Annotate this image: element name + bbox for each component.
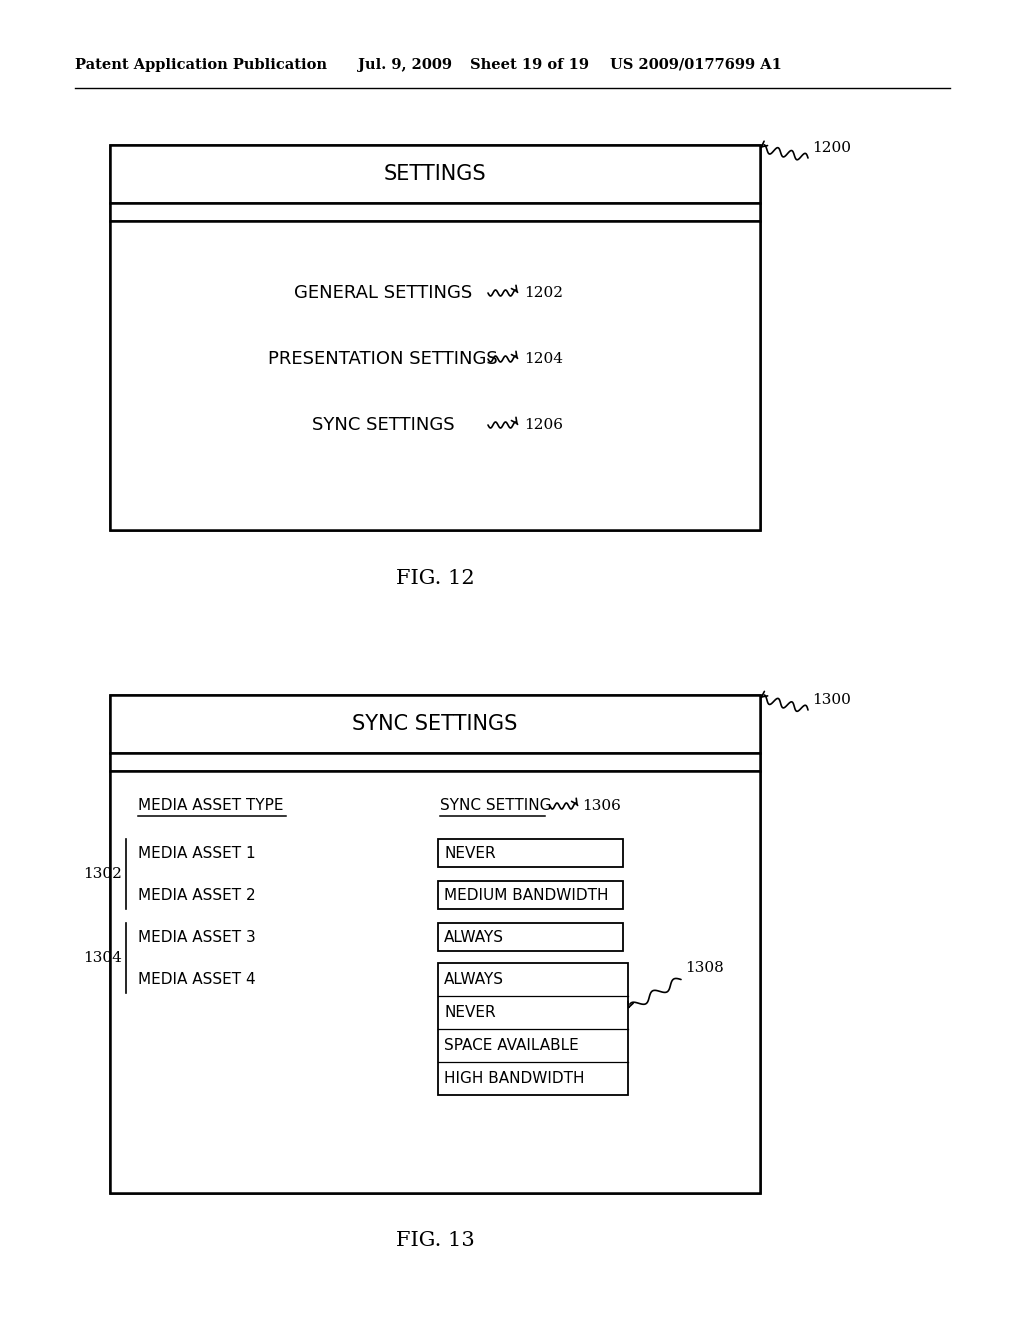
Text: MEDIA ASSET 4: MEDIA ASSET 4 <box>138 972 256 986</box>
Bar <box>110 145 760 531</box>
Text: 1308: 1308 <box>685 961 724 974</box>
Text: HIGH BANDWIDTH: HIGH BANDWIDTH <box>444 1071 585 1086</box>
Text: 1302: 1302 <box>83 867 122 880</box>
Text: 1200: 1200 <box>812 141 851 154</box>
Text: US 2009/0177699 A1: US 2009/0177699 A1 <box>610 58 782 73</box>
Text: 1202: 1202 <box>524 286 563 300</box>
Text: FIG. 13: FIG. 13 <box>395 1232 474 1250</box>
Text: Jul. 9, 2009: Jul. 9, 2009 <box>358 58 452 73</box>
Text: PRESENTATION SETTINGS: PRESENTATION SETTINGS <box>268 350 498 368</box>
Text: 1300: 1300 <box>812 693 851 708</box>
Bar <box>110 145 760 203</box>
Text: MEDIA ASSET TYPE: MEDIA ASSET TYPE <box>138 799 284 813</box>
Text: MEDIA ASSET 1: MEDIA ASSET 1 <box>138 846 256 861</box>
Text: NEVER: NEVER <box>444 846 496 861</box>
Text: SYNC SETTING: SYNC SETTING <box>440 799 552 813</box>
Text: FIG. 12: FIG. 12 <box>395 569 474 587</box>
Text: ALWAYS: ALWAYS <box>444 972 504 987</box>
Text: 1206: 1206 <box>524 418 563 432</box>
Text: SETTINGS: SETTINGS <box>384 164 486 183</box>
Text: ALWAYS: ALWAYS <box>444 929 504 945</box>
Bar <box>110 696 760 752</box>
Text: 1306: 1306 <box>582 799 621 813</box>
Bar <box>110 771 760 1193</box>
Text: SYNC SETTINGS: SYNC SETTINGS <box>352 714 518 734</box>
Bar <box>438 923 623 950</box>
Text: Patent Application Publication: Patent Application Publication <box>75 58 327 73</box>
Text: Sheet 19 of 19: Sheet 19 of 19 <box>470 58 589 73</box>
Bar <box>110 696 760 1193</box>
Bar <box>110 220 760 531</box>
Bar <box>438 964 628 1096</box>
Text: 1304: 1304 <box>83 950 122 965</box>
Text: SYNC SETTINGS: SYNC SETTINGS <box>311 416 455 434</box>
Bar <box>110 752 760 771</box>
Text: 1204: 1204 <box>524 352 563 366</box>
Text: NEVER: NEVER <box>444 1005 496 1020</box>
Text: MEDIA ASSET 3: MEDIA ASSET 3 <box>138 929 256 945</box>
Text: SPACE AVAILABLE: SPACE AVAILABLE <box>444 1038 579 1053</box>
Text: GENERAL SETTINGS: GENERAL SETTINGS <box>294 284 472 302</box>
Bar <box>110 203 760 220</box>
Text: MEDIA ASSET 2: MEDIA ASSET 2 <box>138 887 256 903</box>
Bar <box>438 840 623 867</box>
Text: MEDIUM BANDWIDTH: MEDIUM BANDWIDTH <box>444 887 608 903</box>
Bar <box>438 880 623 909</box>
